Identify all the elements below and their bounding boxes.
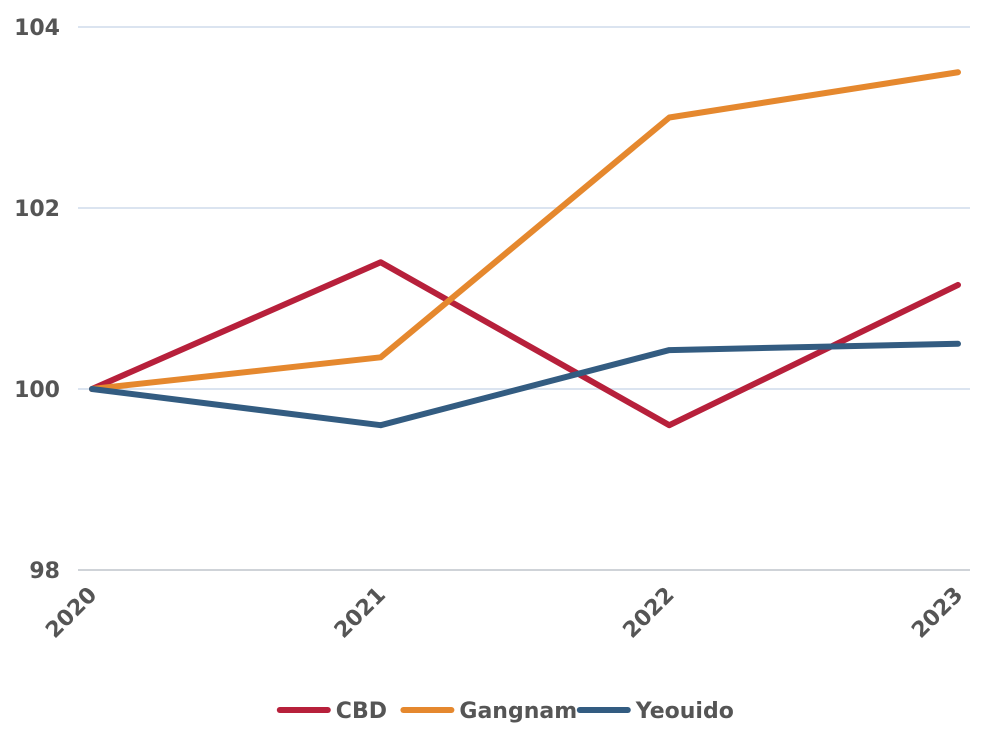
legend-item-cbd: CBD	[276, 699, 387, 724]
y-tick-label-104: 104	[14, 16, 60, 41]
y-tick-label-98: 98	[29, 559, 60, 584]
y-tick-label-102: 102	[14, 197, 60, 222]
legend: CBD Gangnam Yeouido	[276, 699, 734, 724]
legend-label-gangnam: Gangnam	[459, 699, 577, 724]
legend-item-gangnam: Gangnam	[400, 699, 577, 724]
series-lines	[89, 69, 961, 429]
series-line-yeouido	[89, 340, 961, 429]
legend-label-cbd: CBD	[336, 699, 387, 724]
x-tick-label-2021: 2021	[330, 583, 391, 644]
y-tick-label-100: 100	[14, 378, 60, 403]
series-line-gangnam	[89, 69, 961, 392]
legend-item-yeouido: Yeouido	[576, 699, 734, 724]
series-line-cbd	[89, 259, 961, 429]
legend-label-yeouido: Yeouido	[635, 699, 734, 724]
x-tick-label-2020: 2020	[41, 583, 102, 644]
y-axis-ticks: 98 100 102 104	[14, 16, 60, 584]
x-axis-ticks: 2020 2021 2022 2023	[41, 583, 968, 644]
x-tick-label-2022: 2022	[619, 583, 680, 644]
grid-lines	[78, 26, 970, 571]
x-tick-label-2023: 2023	[907, 583, 968, 644]
